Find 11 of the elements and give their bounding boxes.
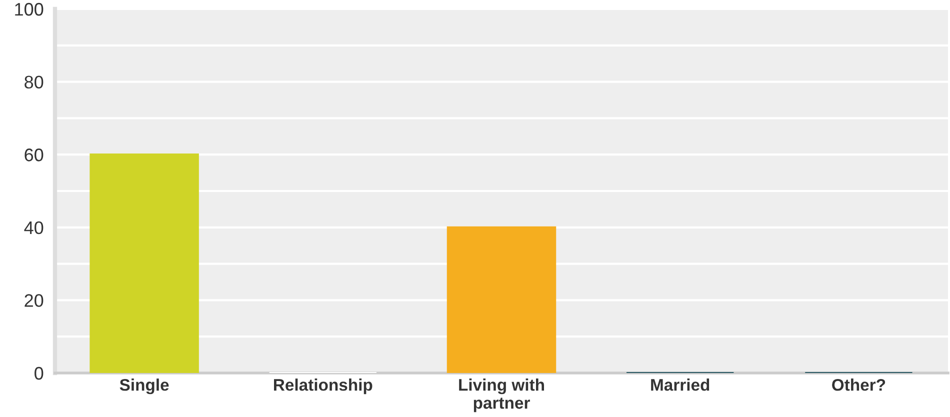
y-tick-label: 60 bbox=[24, 148, 44, 162]
x-tick-label: Other? bbox=[832, 378, 886, 391]
x-tick-label: Married bbox=[651, 378, 710, 391]
x-tick-label: Relationship bbox=[274, 378, 372, 394]
y-tick-label: 100 bbox=[15, 2, 44, 16]
y-tick-label: 40 bbox=[24, 221, 44, 234]
y-tick-label: 0 bbox=[34, 366, 44, 380]
y-tick-label: 20 bbox=[24, 294, 44, 307]
x-tick-label: Single bbox=[120, 378, 169, 394]
x-tick-label: Living with partner bbox=[459, 378, 544, 412]
y-tick-label: 80 bbox=[24, 76, 44, 89]
